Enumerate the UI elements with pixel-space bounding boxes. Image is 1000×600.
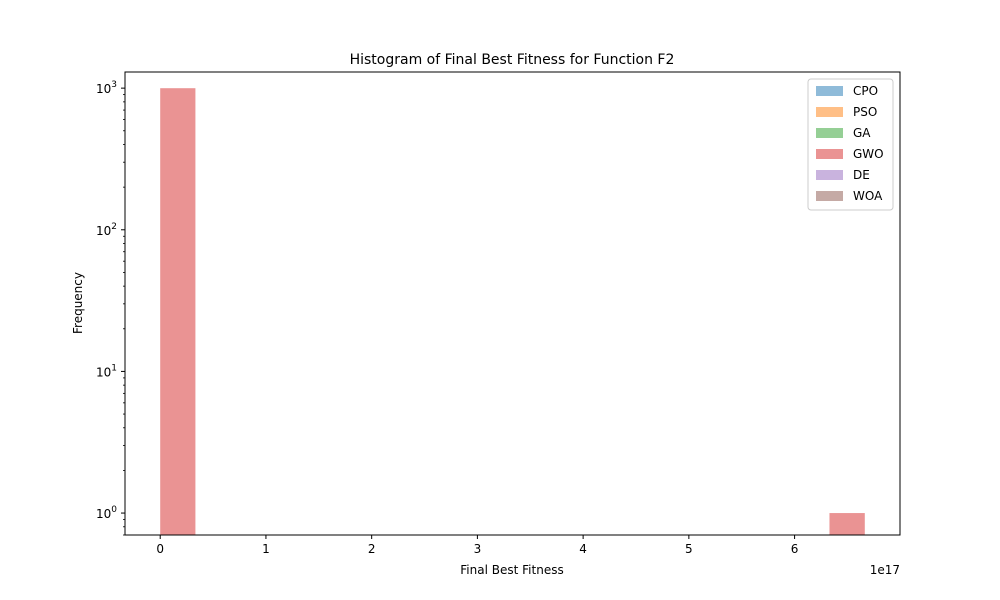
x-tick-label: 2 [368,542,376,556]
legend-swatch-ga [816,128,843,138]
legend-label-ga: GA [853,126,871,140]
y-axis-ticks: 100 101 102 103 [96,80,125,536]
y-axis-label: Frequency [71,272,85,334]
legend-label-woa: WOA [853,189,883,203]
plot-area-frame [124,71,901,536]
x-tick-label: 3 [474,542,482,556]
x-axis-offset-label: 1e17 [870,563,900,577]
legend-swatch-de [816,170,843,180]
bar-gwo-1 [829,513,865,535]
legend-label-gwo: GWO [853,147,884,161]
legend-swatch-gwo [816,149,843,159]
x-axis-ticks: 0 1 2 3 4 5 6 [156,535,798,556]
x-tick-label: 5 [685,542,693,556]
legend-label-de: DE [853,168,870,182]
x-tick-label: 6 [791,542,799,556]
x-tick-label: 4 [579,542,587,556]
x-tick-label: 1 [262,542,270,556]
legend-label-pso: PSO [853,105,877,119]
y-tick-label: 103 [96,80,117,96]
y-tick-label: 100 [96,505,117,521]
chart-title: Histogram of Final Best Fitness for Func… [350,52,675,68]
legend-swatch-woa [816,191,843,201]
legend-label-cpo: CPO [853,84,878,98]
y-tick-label: 101 [96,363,117,379]
bars-layer [160,88,865,536]
legend: CPO PSO GA GWO DE WOA [807,78,894,211]
legend-swatch-pso [816,107,843,117]
x-tick-label: 0 [156,542,164,556]
legend-swatch-cpo [816,86,843,96]
y-tick-label: 102 [96,222,117,238]
bar-gwo-0 [160,88,196,536]
x-axis-label: Final Best Fitness [460,563,563,577]
